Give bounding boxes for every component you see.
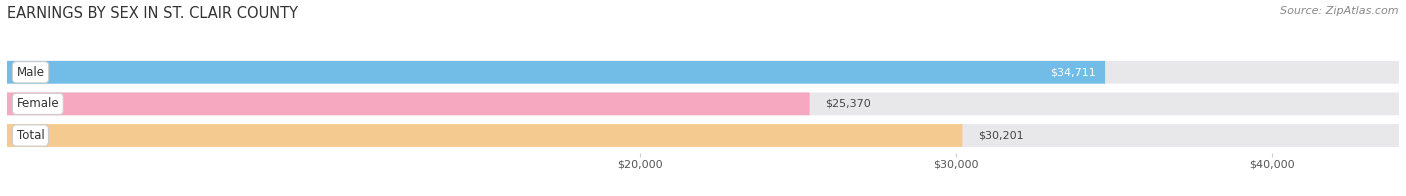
Text: Total: Total bbox=[17, 129, 44, 142]
Text: $25,370: $25,370 bbox=[825, 99, 872, 109]
FancyBboxPatch shape bbox=[7, 93, 1399, 115]
FancyBboxPatch shape bbox=[7, 61, 1399, 84]
Text: $30,201: $30,201 bbox=[979, 131, 1024, 141]
FancyBboxPatch shape bbox=[7, 93, 810, 115]
Text: Male: Male bbox=[17, 66, 45, 79]
Text: Source: ZipAtlas.com: Source: ZipAtlas.com bbox=[1281, 6, 1399, 16]
Text: EARNINGS BY SEX IN ST. CLAIR COUNTY: EARNINGS BY SEX IN ST. CLAIR COUNTY bbox=[7, 6, 298, 21]
Text: $34,711: $34,711 bbox=[1050, 67, 1095, 77]
FancyBboxPatch shape bbox=[7, 124, 963, 147]
FancyBboxPatch shape bbox=[7, 124, 1399, 147]
FancyBboxPatch shape bbox=[7, 61, 1105, 84]
Text: Female: Female bbox=[17, 97, 59, 110]
